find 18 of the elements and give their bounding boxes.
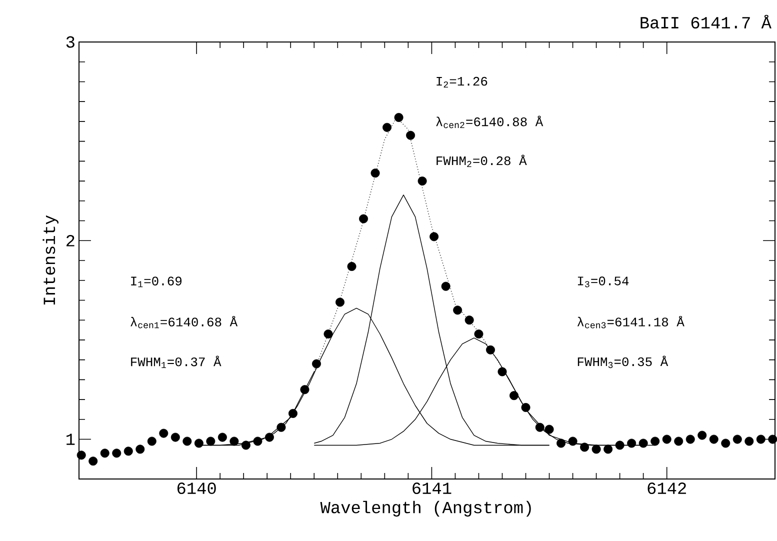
- x-tick-label: 6141: [412, 482, 452, 494]
- y-axis-title: Intensity: [42, 215, 58, 305]
- annotation: λ$_{cen3}$=6141.18 Å: [577, 316, 684, 328]
- x-tick-label: 6140: [177, 482, 216, 494]
- x-tick-label: 6142: [648, 482, 686, 494]
- annotation: λ$_{cen1}$=6140.68 Å: [130, 316, 238, 328]
- y-tick-label: 3: [66, 36, 74, 48]
- annotation: FWHM$_{2}$=0.28 Å: [436, 154, 527, 167]
- annotation: FWHM$_{1}$=0.37 Å: [131, 356, 222, 368]
- annotation: I$_{2}$=1.26: [436, 76, 488, 88]
- y-tick-label: 2: [66, 234, 74, 246]
- x-axis-title: Wavelength (Angstrom): [320, 500, 531, 517]
- annotation: λ$_{cen2}$=6140.88 Å: [436, 116, 544, 128]
- annotation: FWHM$_{3}$=0.35 Å: [578, 356, 668, 368]
- annotation: I$_{1}$=0.69: [131, 276, 182, 288]
- y-tick-label: 1: [66, 434, 75, 445]
- annotation: I$_{3}$=0.54: [578, 276, 629, 288]
- chart-title: BaII 6141.7 Å: [640, 14, 772, 29]
